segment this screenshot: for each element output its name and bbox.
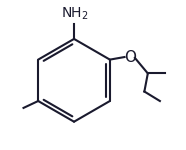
Text: O: O <box>124 50 136 64</box>
Text: NH$_2$: NH$_2$ <box>61 5 89 22</box>
